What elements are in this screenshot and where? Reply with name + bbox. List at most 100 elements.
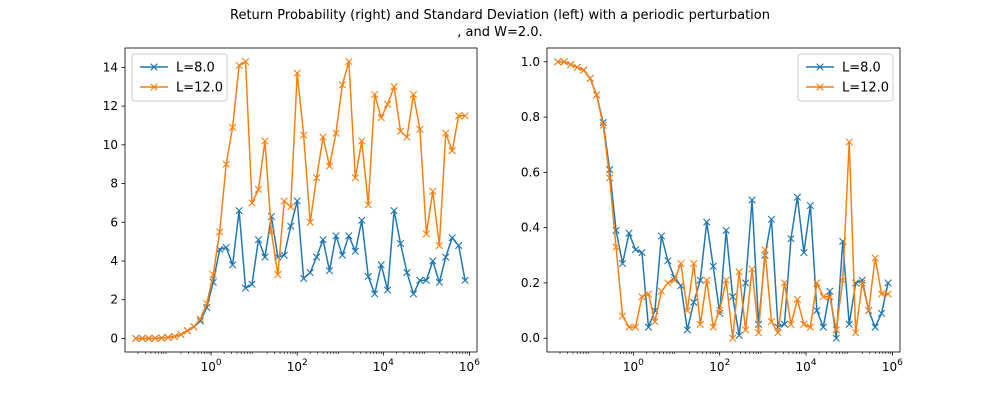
left-series-point-1 (261, 137, 269, 145)
right-series-point-0 (793, 193, 802, 201)
right-y-tick-label: 0.2 (521, 276, 540, 290)
right-legend-label-1: L=12.0 (842, 81, 889, 96)
right-y-tick-label: 0.4 (521, 221, 540, 235)
right-series-point-0 (748, 196, 756, 204)
left-series-point-0 (422, 276, 431, 285)
left-series-point-1 (422, 230, 431, 238)
right-series-point-1 (826, 293, 834, 301)
left-series-point-1 (448, 146, 456, 155)
left-series-point-0 (435, 278, 444, 286)
left-series-point-0 (390, 206, 398, 215)
left-series-point-1 (222, 160, 230, 168)
right-series-point-1 (735, 268, 743, 276)
right-series-point-0 (780, 320, 789, 329)
right-x-tick-label: 106 (882, 358, 903, 374)
left-series-point-1 (396, 127, 405, 135)
left-series-point-1 (138, 334, 146, 343)
right-series-point-1 (592, 91, 601, 99)
left-series-point-1 (274, 270, 282, 279)
right-series-point-1 (716, 306, 724, 315)
right-series-point-0 (722, 226, 730, 235)
left-series-point-1 (267, 228, 276, 236)
left-series-point-1 (280, 197, 288, 205)
right-series-point-1 (573, 63, 581, 72)
left-series-point-0 (319, 236, 327, 244)
left-series-point-1 (383, 100, 392, 108)
left-series-point-1 (364, 201, 372, 209)
right-series-point-0 (767, 215, 776, 224)
left-series-point-1 (416, 125, 424, 134)
left-series-point-0 (306, 268, 314, 277)
left-series-point-1 (390, 83, 398, 91)
right-series-point-1 (877, 290, 886, 298)
right-series-point-1 (560, 58, 568, 66)
left-series-point-0 (332, 232, 340, 240)
right-series-point-1 (586, 74, 594, 83)
left-series-point-0 (358, 216, 366, 225)
left-series-point-1 (196, 315, 205, 323)
left-series-point-1 (454, 112, 463, 120)
left-series-point-0 (248, 280, 256, 288)
left-series-point-0 (254, 236, 263, 244)
right-series-point-0 (644, 323, 653, 331)
right-series-point-0 (664, 257, 672, 265)
left-series-point-1 (332, 129, 340, 137)
left-y-tick-label: 6 (110, 215, 118, 229)
left-series-point-1 (190, 323, 198, 331)
right-series-point-0 (813, 306, 821, 315)
right-series-point-1 (793, 295, 802, 304)
left-series-point-0 (312, 253, 321, 261)
left-x-tick-label: 104 (373, 358, 394, 374)
left-x-tick-label: 106 (459, 358, 480, 374)
right-series-point-0 (845, 320, 853, 329)
left-series-point-0 (287, 222, 295, 230)
right-axes-frame (546, 47, 901, 353)
right-series-point-1 (618, 312, 627, 320)
right-series-point-1 (554, 58, 562, 66)
left-series-point-1 (151, 334, 159, 342)
left-series-point-1 (429, 187, 437, 195)
right-series-point-1 (767, 317, 776, 326)
left-y-tick-label: 10 (103, 138, 118, 152)
right-series-point-0 (605, 165, 614, 174)
left-series-point-1 (299, 131, 308, 139)
left-y-tick-label: 14 (103, 60, 118, 74)
right-series-point-0 (638, 248, 646, 257)
left-series-point-0 (196, 317, 205, 325)
left-series-point-1 (215, 228, 224, 236)
right-x-tick-label: 100 (623, 358, 644, 374)
left-series-point-1 (371, 90, 379, 99)
left-series-point-0 (461, 276, 469, 285)
right-series-point-1 (813, 279, 821, 287)
right-series-point-1 (858, 279, 866, 287)
right-series-point-1 (800, 320, 808, 329)
left-series-point-1 (235, 61, 243, 70)
left-series-point-1 (306, 218, 314, 226)
left-series-point-1 (409, 90, 418, 99)
left-series-point-0 (403, 268, 411, 277)
left-series-point-0 (364, 272, 372, 281)
right-series-point-0 (703, 218, 711, 226)
left-series-point-1 (241, 57, 250, 66)
right-series-point-0 (871, 323, 879, 331)
left-series-point-1 (132, 334, 140, 343)
left-series-point-1 (293, 69, 301, 77)
right-legend-marker-0 (816, 63, 824, 71)
left-axes-frame (124, 47, 478, 353)
left-series-point-1 (183, 327, 192, 335)
left-series-point-0 (454, 241, 463, 250)
right-series-point-1 (729, 334, 737, 342)
left-series-point-0 (325, 266, 334, 275)
right-series-point-1 (664, 279, 672, 287)
right-series-point-1 (709, 323, 717, 331)
right-series-point-1 (651, 317, 659, 326)
left-chart-panel: 100 102 104 106 0 2 4 6 8 10 12 14 L=8.0 L=12.0 (103, 47, 480, 374)
left-legend: L=8.0 L=12.0 (131, 53, 228, 102)
left-legend-label-1: L=12.0 (176, 81, 223, 96)
left-series-point-0 (396, 239, 405, 248)
right-y-tick-label: 0.6 (521, 165, 540, 179)
left-series-point-1 (325, 162, 334, 170)
left-series-point-1 (435, 241, 444, 250)
right-series-point-1 (832, 326, 840, 334)
